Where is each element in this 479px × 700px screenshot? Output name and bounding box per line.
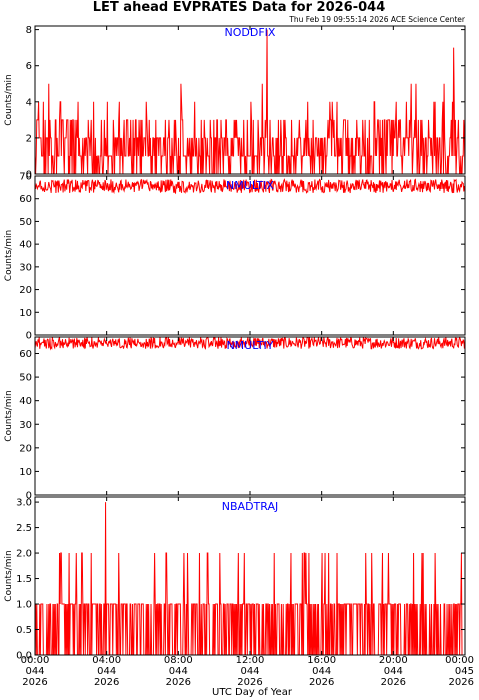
x-tick-label-doy: 045 bbox=[455, 666, 474, 677]
y-axis-title: Counts/min bbox=[4, 74, 14, 125]
y-tick-label: 10 bbox=[19, 467, 32, 478]
x-axis: 00:00044202604:00044202608:00044202612:0… bbox=[21, 655, 474, 688]
x-tick-label-year: 2026 bbox=[449, 677, 474, 688]
x-tick-label-time: 12:00 bbox=[236, 655, 265, 666]
y-axis-title: Counts/min bbox=[4, 230, 14, 281]
x-tick-label-time: 08:00 bbox=[164, 655, 193, 666]
chart-timestamp: Thu Feb 19 09:55:14 2026 ACE Science Cen… bbox=[288, 15, 466, 24]
y-tick-label: 0 bbox=[26, 331, 32, 342]
y-tick-label: 50 bbox=[19, 373, 32, 384]
x-tick-label-year: 2026 bbox=[22, 677, 47, 688]
panel-noddfix: 0 2 4 6 8 Counts/min NODDFIX bbox=[4, 25, 466, 181]
series-label-nmultiy: NMULTIY bbox=[226, 339, 273, 352]
x-tick-label-time: 00:00 bbox=[21, 655, 50, 666]
plots-layer: 0 2 4 6 8 Counts/min NODDFIX 0 10 20 30 40 50 60 70 Cou… bbox=[4, 25, 466, 662]
y-tick-label: 6 bbox=[26, 61, 32, 72]
y-tick-label: 60 bbox=[19, 194, 32, 205]
x-tick-label-time: 00:00 bbox=[445, 655, 474, 666]
y-tick-label: 70 bbox=[19, 172, 32, 183]
y-tick-label: 20 bbox=[19, 285, 32, 296]
series-line-noddfix bbox=[35, 29, 465, 174]
x-tick-label-year: 2026 bbox=[166, 677, 191, 688]
y-tick-label: 30 bbox=[19, 420, 32, 431]
y-tick-label: 1.0 bbox=[16, 600, 32, 611]
y-tick-label: 20 bbox=[19, 443, 32, 454]
y-tick-label: 2.5 bbox=[16, 523, 32, 534]
y-tick-label: 60 bbox=[19, 349, 32, 360]
y-tick-label: 4 bbox=[26, 97, 32, 108]
y-tick-label: 0 bbox=[26, 491, 32, 502]
x-axis-title: UTC Day of Year bbox=[212, 687, 293, 698]
x-tick-label-doy: 044 bbox=[384, 666, 403, 677]
y-tick-label: 0 bbox=[26, 170, 32, 181]
y-tick-label: 0.5 bbox=[16, 625, 32, 636]
x-tick-label-doy: 044 bbox=[25, 666, 44, 677]
series-line-nmultix bbox=[35, 178, 465, 195]
y-tick-label: 8 bbox=[26, 25, 32, 36]
y-tick-label: 0.0 bbox=[16, 651, 32, 662]
x-tick-label-year: 2026 bbox=[381, 677, 406, 688]
y-tick-label: 2 bbox=[26, 133, 32, 144]
y-tick-label: 40 bbox=[19, 240, 32, 251]
x-tick-label-doy: 044 bbox=[240, 666, 259, 677]
series-line-nbadtraj bbox=[35, 502, 465, 655]
series-label-nbadtraj: NBADTRAJ bbox=[222, 500, 278, 513]
y-tick-label: 10 bbox=[19, 308, 32, 319]
series-label-nmultix: NMULTIX bbox=[226, 179, 274, 192]
x-tick-label-doy: 044 bbox=[312, 666, 331, 677]
y-tick-label: 50 bbox=[19, 217, 32, 228]
panel-nbadtraj: 0.0 0.5 1.0 1.5 2.0 2.5 3.0 Counts/min NBADTRAJ bbox=[4, 496, 466, 662]
y-axis-title: Counts/min bbox=[4, 550, 14, 601]
panel-nmultiy: 0 10 20 30 40 50 60 Counts/min NMULTIY bbox=[4, 336, 466, 502]
x-tick-label-time: 16:00 bbox=[307, 655, 336, 666]
y-tick-label: 2.0 bbox=[16, 549, 32, 560]
y-tick-label: 3.0 bbox=[16, 498, 32, 509]
y-tick-label: 40 bbox=[19, 396, 32, 407]
x-tick-label-time: 20:00 bbox=[379, 655, 408, 666]
x-tick-label-doy: 044 bbox=[169, 666, 188, 677]
series-line-nmultiy bbox=[35, 337, 465, 351]
panel-nmultix: 0 10 20 30 40 50 60 70 Counts/min NMULTIX bbox=[4, 172, 466, 342]
chart-title: LET ahead EVPRATES Data for 2026-044 bbox=[93, 0, 386, 15]
x-tick-label-year: 2026 bbox=[309, 677, 334, 688]
x-tick-label-year: 2026 bbox=[237, 677, 262, 688]
series-label-noddfix: NODDFIX bbox=[225, 26, 276, 39]
x-tick-label-doy: 044 bbox=[97, 666, 116, 677]
x-tick-label-year: 2026 bbox=[94, 677, 119, 688]
y-tick-label: 1.5 bbox=[16, 574, 32, 585]
y-axis-title: Counts/min bbox=[4, 390, 14, 441]
x-tick-label-time: 04:00 bbox=[92, 655, 121, 666]
y-tick-label: 30 bbox=[19, 262, 32, 273]
